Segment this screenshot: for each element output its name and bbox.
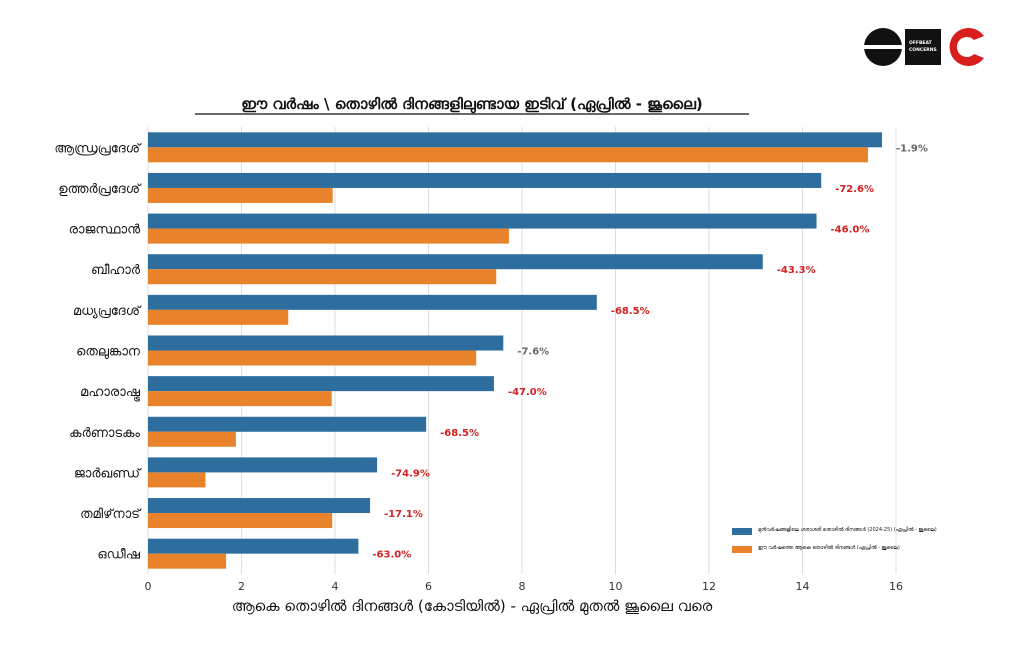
logo-text-line-1: OFFBEAT: [909, 40, 933, 46]
brand-logo: OFFBEAT CONCERNS: [862, 27, 984, 66]
category-label-2: രാജസ്ഥാൻ: [69, 223, 140, 238]
logo-white-stripe: [862, 45, 904, 49]
bar-current-2: [148, 228, 509, 244]
category-label-5: തെലുങ്കാന: [76, 345, 141, 360]
bar-current-5: [148, 350, 477, 366]
change-label-2: -46.0%: [831, 225, 870, 236]
change-label-1: -72.6%: [835, 184, 874, 195]
bar-previous-1: [148, 172, 822, 188]
category-label-0: ആന്ധ്രപ്രദേശ്: [54, 141, 142, 156]
x-tick-label-12: 12: [702, 580, 716, 593]
bar-current-0: [148, 147, 868, 163]
bar-current-3: [148, 269, 497, 285]
x-tick-label-8: 8: [519, 580, 526, 593]
bars: [148, 132, 882, 569]
category-label-6: മഹാരാഷ്ട്ര: [80, 385, 141, 402]
bar-previous-9: [148, 498, 371, 514]
x-tick-label-0: 0: [145, 580, 152, 593]
change-label-7: -68.5%: [440, 428, 479, 439]
category-label-3: ബീഹാർ: [91, 263, 141, 278]
bar-previous-2: [148, 213, 817, 229]
bar-previous-3: [148, 254, 763, 270]
change-label-9: -17.1%: [384, 509, 423, 520]
x-tick-label-4: 4: [332, 580, 339, 593]
x-tick-label-6: 6: [425, 580, 432, 593]
change-label-5: -7.6%: [517, 347, 549, 358]
x-tick-labels: 0 2 4 6 8 10 12 14 16: [145, 580, 904, 593]
logo-red-c: [949, 27, 984, 66]
category-label-9: തമിഴ്‌നാട്: [80, 507, 142, 522]
legend-swatch-previous: [732, 528, 752, 535]
category-labels: ആന്ധ്രപ്രദേശ് ഉത്തർപ്രദേശ് രാജസ്ഥാൻ ബീഹാർ മധ…: [54, 141, 142, 562]
bar-current-1: [148, 187, 333, 203]
category-label-7: കർണാടകം: [69, 426, 140, 441]
x-tick-label-10: 10: [609, 580, 623, 593]
category-label-4: മധ്യപ്രദേശ്: [73, 304, 142, 319]
change-label-0: -1.9%: [896, 143, 928, 154]
change-label-10: -63.0%: [372, 550, 411, 561]
change-label-8: -74.9%: [391, 468, 430, 479]
bar-current-4: [148, 309, 289, 325]
chart-title: ഈ വർഷം \ തൊഴിൽ ദിനങ്ങളിലുണ്ടായ ഇടിവ് (ഏപ…: [241, 95, 703, 114]
logo-black-block: [905, 29, 941, 65]
bar-previous-6: [148, 376, 494, 392]
bar-previous-8: [148, 457, 378, 473]
bar-current-7: [148, 431, 236, 447]
change-labels: -1.9% -72.6% -46.0% -43.3% -68.5% -7.6% -47.0%…: [372, 143, 927, 560]
change-label-4: -68.5%: [611, 306, 650, 317]
change-label-6: -47.0%: [508, 387, 547, 398]
bar-current-9: [148, 513, 333, 529]
bar-previous-7: [148, 416, 427, 432]
bar-previous-10: [148, 538, 359, 554]
bar-current-10: [148, 553, 227, 569]
x-tick-label-2: 2: [238, 580, 245, 593]
logo-text-line-2: CONCERNS: [909, 47, 937, 53]
bar-previous-0: [148, 132, 882, 148]
x-axis-label: ആകെ തൊഴിൽ ദിനങ്ങൾ (കോടിയിൽ) - ഏപ്രിൽ മുത…: [232, 597, 713, 616]
bar-previous-5: [148, 335, 504, 351]
bar-previous-4: [148, 294, 597, 310]
bar-current-8: [148, 472, 206, 488]
category-label-1: ഉത്തർപ്രദേശ്: [58, 182, 142, 197]
x-tick-label-16: 16: [889, 580, 903, 593]
legend-label-previous: മുൻവർഷങ്ങളിലെ ശരാശരി തൊഴിൽ ദിനങ്ങൾ (2024…: [758, 526, 937, 533]
legend-label-current: ഈ വർഷത്തെ ആകെ തൊഴിൽ ദിനങ്ങൾ (ഏപ്രിൽ - ജൂ…: [758, 544, 900, 551]
change-label-3: -43.3%: [777, 265, 816, 276]
x-tick-label-14: 14: [796, 580, 810, 593]
category-label-10: ഒഡീഷ: [97, 548, 140, 563]
legend: മുൻവർഷങ്ങളിലെ ശരാശരി തൊഴിൽ ദിനങ്ങൾ (2024…: [732, 526, 937, 553]
legend-swatch-current: [732, 546, 752, 553]
bar-current-6: [148, 391, 332, 407]
category-label-8: ജാർഖണ്ഡ്: [74, 466, 142, 481]
